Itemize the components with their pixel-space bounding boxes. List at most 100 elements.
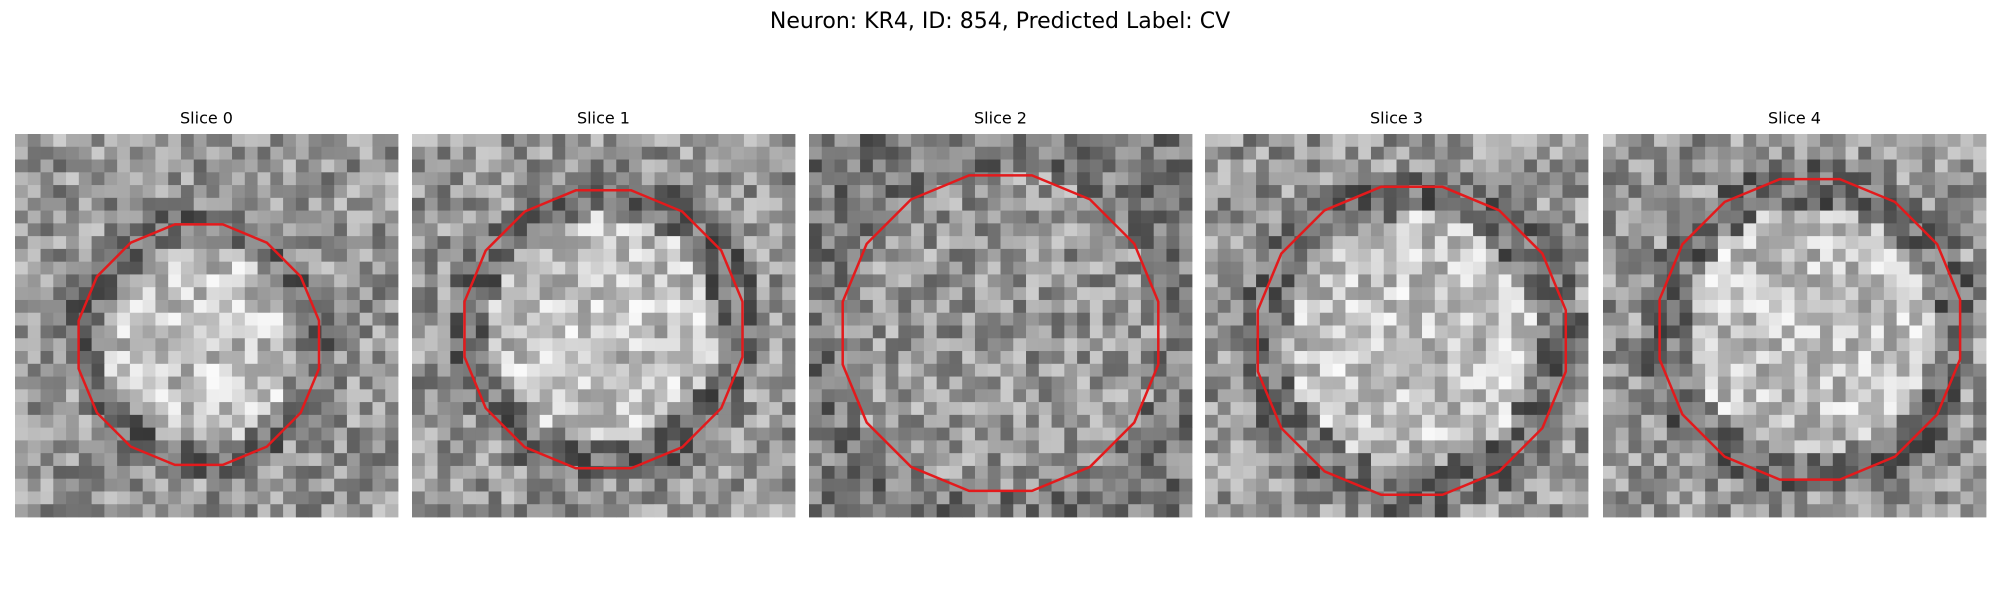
pixel [104, 274, 118, 288]
pixel [809, 197, 823, 211]
pixel [1666, 172, 1680, 186]
pixel [1434, 134, 1448, 148]
pixel [1102, 389, 1116, 403]
pixel [488, 325, 502, 339]
pixel [1896, 172, 1910, 186]
pixel [769, 223, 783, 237]
pixel [552, 210, 566, 224]
pixel [27, 363, 41, 377]
pixel [450, 453, 464, 467]
pixel [1077, 236, 1091, 250]
pixel [1549, 351, 1563, 365]
pixel [692, 389, 707, 403]
pixel [463, 185, 477, 199]
pixel [743, 478, 758, 492]
pixel [1934, 299, 1949, 314]
pixel [1549, 504, 1563, 518]
pixel [27, 427, 41, 441]
pixel [1960, 376, 1974, 390]
pixel [501, 159, 515, 173]
pixel [334, 440, 348, 454]
pixel [1883, 376, 1898, 390]
pixel [1243, 491, 1257, 505]
pixel [1654, 453, 1668, 467]
pixel [501, 351, 515, 365]
pixel [1871, 146, 1885, 160]
pixel [219, 491, 233, 505]
pixel [1434, 478, 1448, 492]
pixel [232, 172, 246, 186]
pixel [1153, 402, 1167, 416]
pixel [987, 389, 1001, 403]
pixel [1089, 427, 1104, 441]
pixel [782, 159, 796, 173]
pixel [962, 491, 976, 505]
pixel [974, 376, 989, 390]
pixel [539, 146, 553, 160]
pixel [1768, 427, 1783, 441]
pixel [1705, 325, 1719, 339]
pixel [1256, 312, 1270, 326]
pixel [616, 197, 630, 211]
pixel [885, 376, 899, 390]
pixel [1268, 504, 1282, 518]
pixel [244, 172, 258, 186]
pixel [1064, 478, 1078, 492]
pixel [104, 236, 118, 250]
pixel [1319, 427, 1334, 441]
pixel [705, 504, 719, 518]
pixel [1038, 287, 1052, 301]
pixel [283, 325, 297, 339]
pixel [1781, 197, 1795, 211]
pixel [1973, 210, 1987, 224]
pixel [1820, 223, 1834, 237]
pixel [756, 338, 770, 352]
pixel [1794, 453, 1808, 467]
pixel [1820, 414, 1834, 429]
pixel [1434, 210, 1448, 224]
pixel [1485, 491, 1500, 505]
pixel [1705, 402, 1719, 416]
pixel [667, 236, 681, 250]
pixel [232, 312, 246, 326]
pixel [1179, 414, 1193, 429]
pixel [1705, 299, 1719, 314]
pixel [603, 389, 617, 403]
pixel [1615, 185, 1629, 199]
pixel [1281, 287, 1295, 301]
pixel [117, 299, 131, 314]
pixel [1256, 146, 1270, 160]
pixel [577, 274, 592, 288]
pixel [911, 172, 925, 186]
pixel [1115, 236, 1129, 250]
pixel [1743, 376, 1757, 390]
pixel [809, 453, 823, 467]
pixel [1692, 363, 1706, 377]
pixel [1166, 453, 1180, 467]
pixel [501, 453, 515, 467]
pixel [1473, 287, 1487, 301]
pixel [1179, 427, 1193, 441]
pixel [821, 159, 835, 173]
pixel [962, 146, 976, 160]
pixel [308, 159, 322, 173]
pixel [1845, 414, 1859, 429]
pixel [1205, 389, 1219, 403]
pixel [66, 274, 80, 288]
pixel [321, 427, 335, 441]
pixel [1536, 287, 1551, 301]
pixel [1807, 504, 1821, 518]
pixel [1064, 287, 1078, 301]
pixel [437, 504, 451, 518]
pixel [475, 325, 489, 339]
pixel [385, 185, 399, 199]
pixel [514, 414, 528, 429]
pixel [923, 389, 938, 403]
pixel [1243, 134, 1257, 148]
pixel [1549, 478, 1563, 492]
pixel [40, 440, 54, 454]
pixel [27, 185, 41, 199]
pixel [756, 159, 770, 173]
pixel [1692, 440, 1706, 454]
pixel [1205, 491, 1219, 505]
